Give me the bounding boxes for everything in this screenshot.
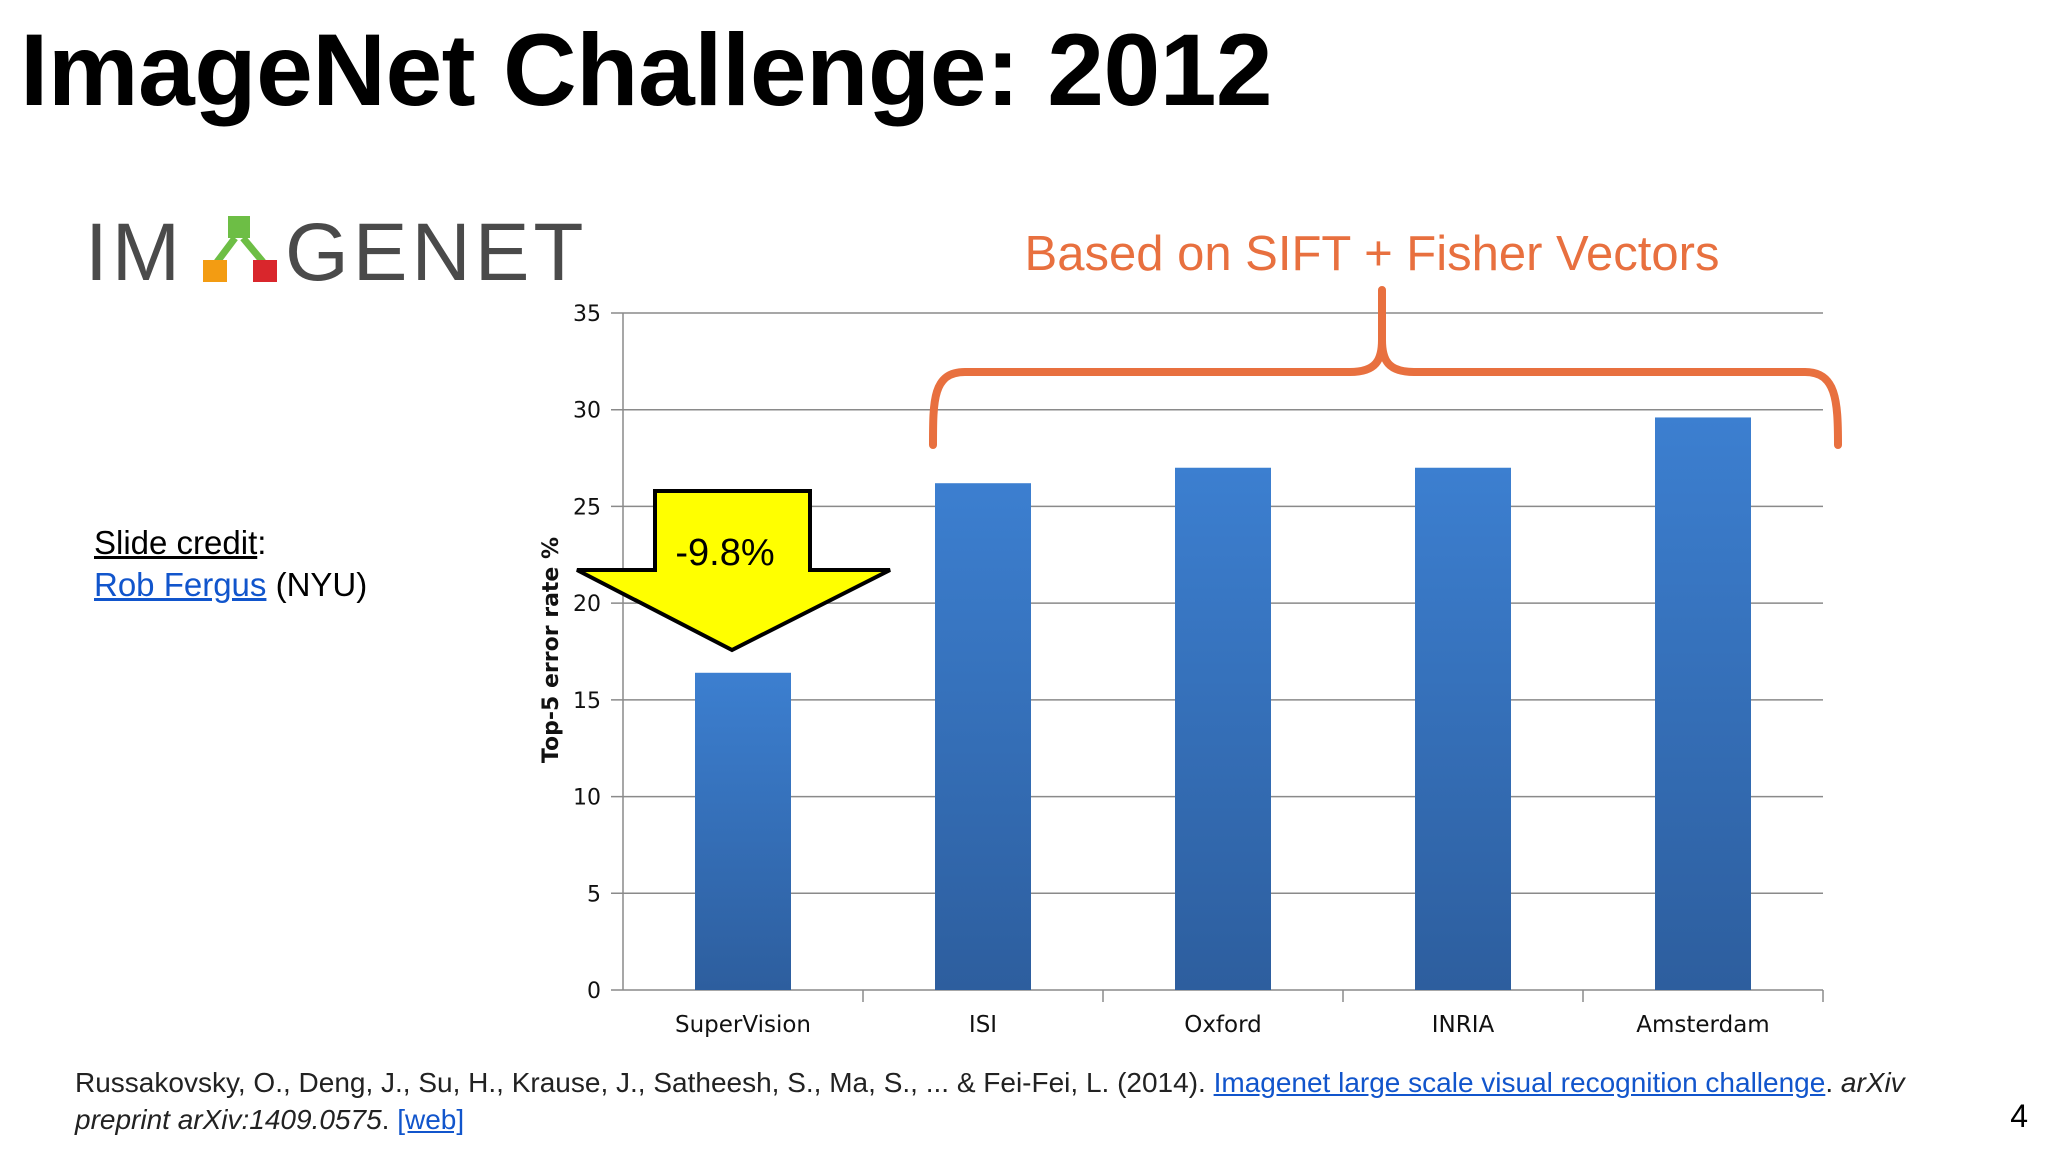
y-tick-label: 20 (573, 592, 601, 617)
logo-text-left: IM (85, 207, 184, 298)
decrease-arrow-shape (576, 489, 891, 653)
citation-period-2: . (381, 1104, 398, 1135)
credit-affiliation: (NYU) (275, 566, 368, 603)
y-axis-label: Top-5 error rate % (539, 537, 564, 763)
imagenet-logo: IM GENET (85, 207, 585, 298)
credit-colon: : (257, 524, 267, 561)
logo-text-right: GENET (285, 207, 585, 298)
slide-title: ImageNet Challenge: 2012 (20, 13, 1273, 127)
citation: Russakovsky, O., Deng, J., Su, H., Kraus… (75, 1064, 1975, 1138)
citation-web-link[interactable]: [web] (397, 1104, 465, 1135)
x-tick-label: SuperVision (675, 1012, 811, 1038)
y-tick-label: 15 (573, 689, 601, 714)
logo-tree-icon (203, 216, 277, 282)
credit-author-link[interactable]: Rob Fergus (94, 566, 267, 603)
slide-credit: Slide credit: Rob Fergus (NYU) (94, 522, 367, 606)
y-tick-label: 5 (587, 882, 601, 907)
citation-paper-link[interactable]: Imagenet large scale visual recognition … (1213, 1067, 1826, 1098)
x-tick-label: Oxford (1184, 1012, 1262, 1038)
bar-isi (935, 483, 1031, 990)
bracket-shape (929, 286, 1842, 449)
bar-inria (1415, 467, 1511, 990)
y-tick-label: 35 (573, 302, 601, 327)
page-number: 4 (2010, 1098, 2028, 1134)
y-tick-label: 0 (587, 979, 601, 1004)
x-tick-label: INRIA (1432, 1012, 1495, 1038)
y-tick-label: 30 (573, 399, 601, 424)
decrease-arrow-label: -9.8% (675, 532, 774, 574)
x-tick-label: Amsterdam (1636, 1012, 1769, 1038)
bracket-label: Based on SIFT + Fisher Vectors (1025, 227, 1720, 281)
x-tick-label: ISI (969, 1012, 997, 1038)
citation-journal: arXiv preprint arXiv:1409.0575 (75, 1067, 1905, 1135)
y-tick-label: 25 (573, 495, 601, 520)
y-tick-label: 10 (573, 786, 601, 811)
citation-authors: Russakovsky, O., Deng, J., Su, H., Kraus… (75, 1067, 1214, 1098)
bar-amsterdam (1655, 417, 1751, 990)
bar-supervision (695, 672, 791, 990)
credit-label: Slide credit (94, 524, 258, 561)
bar-oxford (1175, 467, 1271, 990)
citation-period: . (1825, 1067, 1841, 1098)
